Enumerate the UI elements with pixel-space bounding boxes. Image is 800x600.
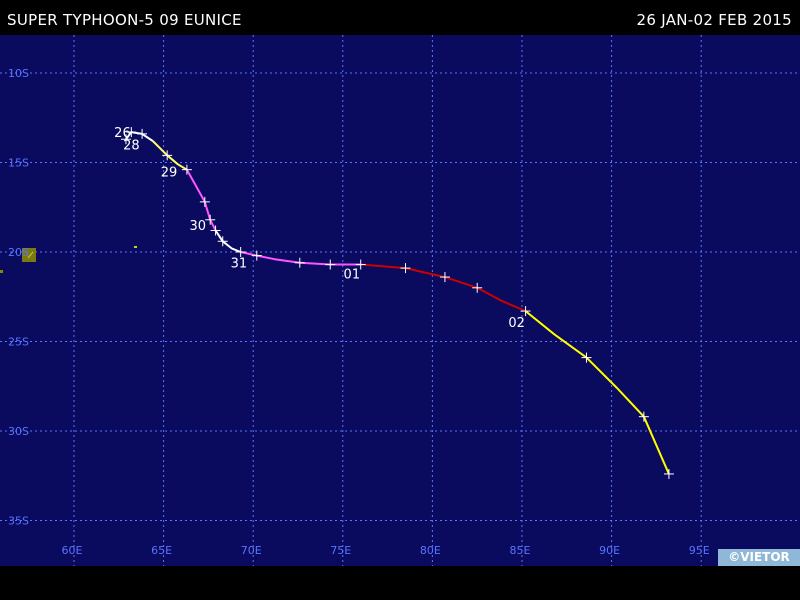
island-mark — [27, 251, 34, 259]
lat-label: 30S — [8, 425, 29, 438]
track-segment — [360, 263, 526, 313]
date-range: 26 JAN-02 FEB 2015 — [636, 11, 792, 29]
track-fix-mark — [520, 306, 531, 317]
day-label: 31 — [231, 257, 248, 272]
storm-title: SUPER TYPHOON-5 09 EUNICE — [7, 11, 242, 29]
track-fix-mark — [400, 263, 411, 274]
track-fix-mark — [217, 236, 228, 247]
lat-label: 35S — [8, 515, 29, 528]
track-fix-mark — [663, 468, 674, 479]
lon-label: 90E — [599, 544, 620, 557]
track-fix-mark — [120, 134, 131, 145]
lon-label: 80E — [420, 544, 441, 557]
lon-label: 60E — [62, 544, 83, 557]
track-segment — [214, 229, 242, 253]
track-fix-mark — [439, 272, 450, 283]
lat-label: 20S — [8, 246, 29, 259]
storm-track — [125, 131, 670, 475]
credit-badge: ©VIETOR — [718, 549, 800, 566]
track-fix-mark — [137, 128, 148, 139]
bottom-bar — [0, 566, 800, 600]
day-label: 01 — [344, 267, 361, 282]
track-segment — [240, 251, 361, 266]
track-fix-mark — [235, 247, 246, 257]
axis-labels: 60E 65E 70E 75E 80E 85E 90E 95E 10S 15S 20S 25S 30S 3… — [8, 67, 710, 557]
title-bar: SUPER TYPHOON-5 09 EUNICE 26 JAN-02 FEB … — [0, 0, 800, 34]
track-fix-mark — [126, 127, 137, 138]
day-label: 26 — [114, 126, 131, 141]
lat-label: 15S — [8, 157, 29, 170]
lat-label: 25S — [8, 336, 29, 349]
island-mark — [22, 248, 36, 262]
track-fix-mark — [181, 164, 192, 175]
track-fix-mark — [251, 250, 262, 261]
lat-lon-grid — [0, 35, 800, 566]
lon-label: 70E — [241, 544, 262, 557]
day-label: 29 — [161, 165, 178, 180]
day-label: 28 — [123, 139, 140, 154]
lon-label: 95E — [689, 544, 710, 557]
island-mark — [134, 246, 137, 248]
track-fix-mark — [325, 259, 336, 270]
track-segment — [125, 131, 154, 142]
track-fix-mark — [638, 411, 649, 422]
track-fix-mark — [162, 150, 173, 161]
track-fix-mark — [355, 259, 366, 270]
lat-label: 10S — [8, 67, 29, 80]
lon-label: 85E — [510, 544, 531, 557]
day-label: 30 — [189, 219, 206, 234]
island-mark — [0, 270, 3, 273]
lon-label: 75E — [330, 544, 351, 557]
land-features — [0, 246, 137, 273]
lon-label: 65E — [151, 544, 172, 557]
track-fix-mark — [581, 352, 592, 363]
track-fix-mark — [205, 214, 216, 225]
track-fix-mark — [210, 225, 221, 236]
track-segment — [524, 310, 670, 475]
ocean-background — [0, 35, 800, 566]
track-fixes — [120, 127, 674, 479]
track-fix-mark — [199, 196, 210, 207]
track-fix-mark — [472, 282, 483, 293]
track-fix-mark — [294, 257, 305, 268]
day-label: 02 — [508, 316, 525, 331]
